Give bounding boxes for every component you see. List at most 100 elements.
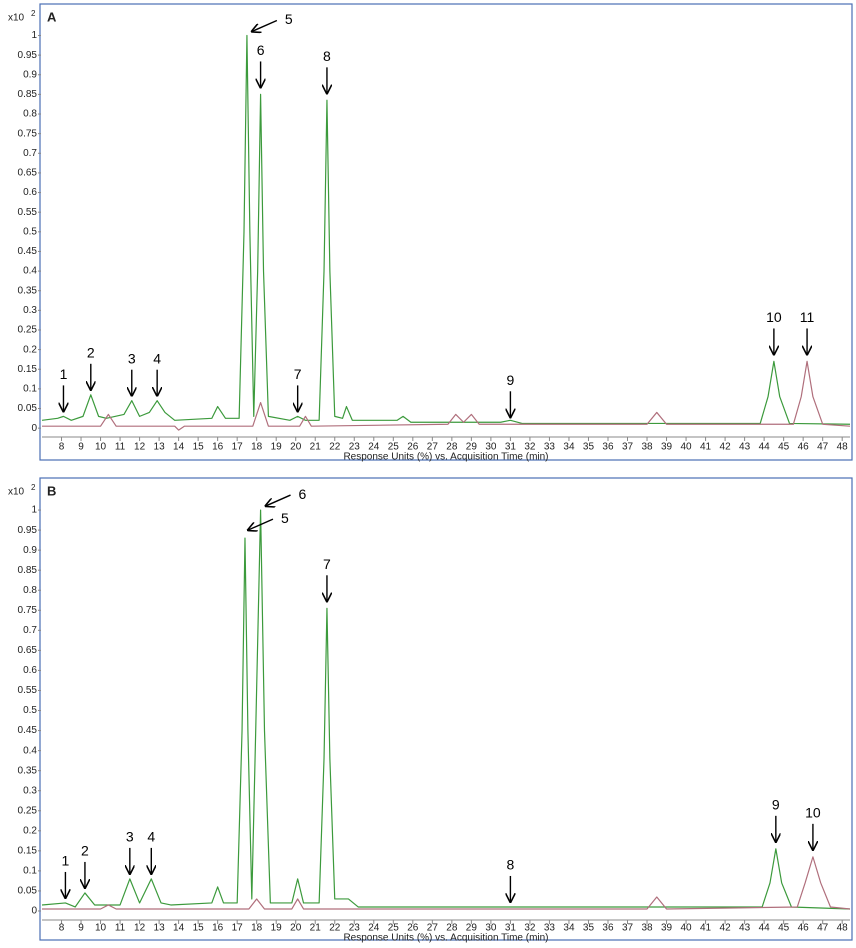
y-tick-label: 0.8 (23, 109, 37, 120)
y-tick-label: 0.75 (18, 128, 38, 139)
y-tick-label: 0.05 (18, 403, 38, 414)
trace (41, 509, 851, 910)
annotation-label: 3 (128, 350, 136, 366)
x-tick-label: 25 (388, 923, 400, 934)
x-tick-label: 13 (154, 442, 166, 453)
x-tick-label: 47 (817, 923, 829, 934)
annotation-label: 6 (257, 42, 265, 58)
y-tick-label: 0.15 (18, 845, 38, 856)
x-tick-label: 25 (388, 442, 400, 453)
y-tick-label: 0.4 (23, 266, 37, 277)
annotation-label: 11 (800, 309, 815, 325)
x-axis-label: Response Units (%) vs. Acquisition Time … (343, 933, 548, 943)
y-tick-label: 0.75 (18, 605, 38, 616)
x-tick-label: 42 (720, 442, 732, 453)
x-tick-label: 17 (232, 923, 244, 934)
x-tick-label: 19 (271, 442, 283, 453)
y-tick-label: 0.45 (18, 725, 38, 736)
x-tick-label: 30 (485, 442, 497, 453)
x-tick-label: 24 (368, 442, 380, 453)
x-tick-label: 10 (95, 923, 107, 934)
y-tick-label: 0.55 (18, 685, 38, 696)
x-tick-label: 35 (583, 442, 595, 453)
y-tick-label: 0.7 (23, 148, 37, 159)
annotation-label: 1 (60, 366, 68, 382)
y-tick-label: 0.9 (23, 545, 37, 556)
y-tick-label: 0.55 (18, 207, 38, 218)
x-tick-label: 38 (641, 442, 653, 453)
x-tick-label: 34 (563, 923, 575, 934)
x-tick-label: 9 (78, 923, 84, 934)
y-scale-label: x10 (8, 487, 25, 498)
y-tick-label: 0.3 (23, 305, 37, 316)
x-tick-label: 11 (115, 442, 126, 453)
x-tick-label: 12 (134, 923, 146, 934)
y-tick-label: 0.8 (23, 585, 37, 596)
x-tick-label: 43 (739, 442, 751, 453)
x-tick-label: 17 (232, 442, 244, 453)
x-tick-label: 27 (427, 923, 439, 934)
y-tick-label: 0.15 (18, 364, 38, 375)
x-tick-label: 21 (310, 923, 322, 934)
x-tick-label: 36 (602, 923, 614, 934)
x-tick-label: 39 (661, 442, 673, 453)
annotation-label: 4 (153, 350, 161, 366)
x-tick-label: 46 (798, 442, 810, 453)
y-tick-label: 0 (31, 423, 37, 434)
x-tick-label: 37 (622, 442, 634, 453)
x-tick-label: 26 (407, 923, 419, 934)
y-tick-label: 0.35 (18, 285, 38, 296)
x-tick-label: 9 (78, 442, 84, 453)
y-tick-label: 0.65 (18, 645, 38, 656)
x-tick-label: 16 (212, 442, 224, 453)
annotation-label: 7 (323, 556, 331, 572)
x-tick-label: 29 (466, 923, 478, 934)
x-tick-label: 23 (349, 923, 361, 934)
x-tick-label: 40 (680, 442, 692, 453)
x-tick-label: 40 (680, 923, 692, 934)
x-tick-label: 23 (349, 442, 361, 453)
x-tick-label: 42 (720, 923, 732, 934)
x-tick-label: 22 (329, 923, 341, 934)
annotation-arrow (248, 518, 274, 530)
y-tick-label: 1 (31, 30, 37, 41)
x-tick-label: 16 (212, 923, 224, 934)
y-tick-label: 0.25 (18, 805, 38, 816)
annotation-label: 8 (323, 48, 331, 64)
x-tick-label: 38 (641, 923, 653, 934)
x-tick-label: 27 (427, 442, 439, 453)
panel-frame (39, 3, 853, 461)
annotation-label: 10 (766, 309, 782, 325)
x-tick-label: 15 (193, 442, 205, 453)
x-tick-label: 46 (798, 923, 810, 934)
x-tick-label: 41 (700, 923, 712, 934)
x-tick-label: 48 (837, 923, 849, 934)
annotation-label: 2 (81, 843, 89, 859)
x-tick-label: 20 (290, 923, 302, 934)
y-tick-label: 0.45 (18, 246, 38, 257)
x-tick-label: 36 (602, 442, 614, 453)
y-tick-label: 0.3 (23, 785, 37, 796)
x-tick-label: 47 (817, 442, 829, 453)
panel-frame (39, 477, 853, 941)
annotation-label: 4 (147, 829, 155, 845)
y-scale-exponent: 2 (31, 9, 36, 18)
annotation-label: 5 (285, 11, 293, 27)
x-tick-label: 10 (95, 442, 107, 453)
x-tick-label: 29 (466, 442, 478, 453)
y-tick-label: 0.6 (23, 665, 37, 676)
annotation-arrow (266, 494, 291, 506)
y-tick-label: 0.85 (18, 565, 38, 576)
panel-label: A (47, 9, 57, 24)
annotation-label: 10 (805, 805, 821, 821)
annotation-label: 9 (507, 372, 515, 388)
x-tick-label: 41 (700, 442, 712, 453)
x-tick-label: 35 (583, 923, 595, 934)
x-tick-label: 28 (446, 923, 458, 934)
x-tick-label: 45 (778, 442, 790, 453)
x-tick-label: 8 (59, 442, 65, 453)
x-tick-label: 30 (485, 923, 497, 934)
annotation-label: 2 (87, 345, 95, 361)
